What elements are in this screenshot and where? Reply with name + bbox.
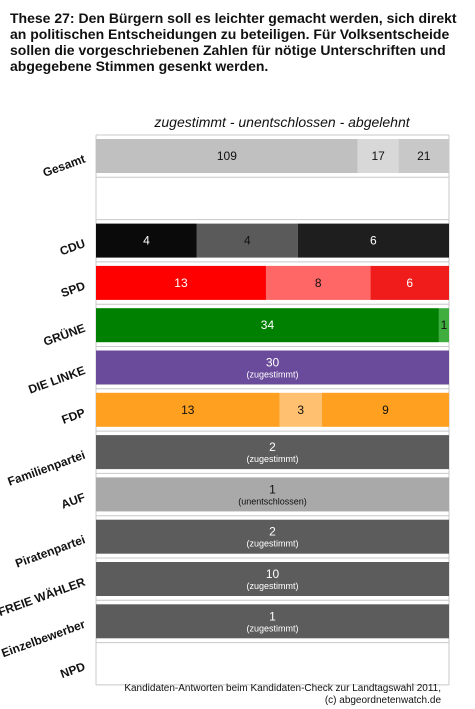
data-label: 1 — [441, 318, 448, 332]
data-label: 3 — [297, 403, 304, 417]
category-label: DIE LINKE — [26, 363, 87, 396]
data-label: 1 — [269, 482, 276, 496]
data-label: 109 — [217, 149, 237, 163]
bar-segment — [398, 139, 449, 173]
credit-line-2: (c) abgeordnetenwatch.de — [324, 695, 441, 706]
category-label: AUF — [59, 490, 87, 512]
data-label: 30 — [266, 356, 280, 370]
bar-segment — [96, 562, 449, 596]
bar-segment — [96, 350, 449, 385]
category-label: SPD — [59, 278, 87, 300]
data-label: 4 — [244, 234, 251, 248]
category-label: Einzelbewerber — [0, 617, 87, 660]
bar-segment — [370, 265, 449, 300]
category-label: NPD — [58, 659, 87, 681]
credit-note: Kandidaten-Antworten beim Kandidaten-Che… — [124, 683, 441, 707]
bar-segment — [196, 223, 298, 258]
bar-segment — [265, 265, 371, 300]
chart-subtitle: zugestimmt - unentschlossen - abgelehnt — [153, 114, 410, 130]
data-sublabel: (zugestimmt) — [246, 454, 298, 464]
data-label: 9 — [382, 403, 389, 417]
data-label: 21 — [417, 149, 431, 163]
bar-segment — [297, 223, 449, 258]
data-sublabel: (zugestimmt) — [246, 539, 298, 549]
chart-title: These 27: Den Bürgern soll es leichter g… — [10, 10, 457, 74]
chart-bars: 109 17 214 4 613 8 634 130(zugestimmt)13 3 92(zug… — [96, 139, 449, 639]
bar-segment — [96, 392, 280, 427]
category-label: Piratenpartei — [13, 532, 87, 570]
data-sublabel: (zugestimmt) — [246, 581, 298, 591]
data-label: 13 — [174, 276, 188, 290]
bar-segment — [279, 392, 322, 427]
category-label: Gesamt — [41, 152, 87, 180]
data-label: 6 — [406, 276, 413, 290]
bar-segment — [96, 477, 449, 512]
bar-segment — [438, 308, 449, 343]
data-label: 1 — [269, 609, 276, 623]
data-label: 17 — [371, 149, 385, 163]
data-sublabel: (zugestimmt) — [246, 623, 298, 633]
data-label: 4 — [143, 234, 150, 248]
category-labels: Gesamt CDU SPD GRÜNE DIE LINKE FDP Familienpar… — [0, 152, 87, 681]
bar-segment — [96, 604, 449, 639]
bar-segment — [96, 519, 449, 554]
bar-segment — [96, 223, 197, 258]
credit-line-1: Kandidaten-Antworten beim Kandidaten-Che… — [124, 683, 441, 694]
bar-segment — [96, 265, 266, 300]
bar-segment — [321, 392, 449, 427]
category-label: FREIE WÄHLER — [0, 574, 87, 619]
data-label: 8 — [315, 276, 322, 290]
bar-segment — [96, 139, 358, 173]
bar-segment — [96, 435, 449, 470]
category-label: FDP — [60, 405, 87, 426]
data-label: 13 — [181, 403, 195, 417]
data-label: 2 — [269, 440, 276, 454]
data-label: 6 — [370, 234, 377, 248]
category-label: Familienpartei — [6, 448, 87, 489]
bar-segment — [357, 139, 399, 173]
data-sublabel: (zugestimmt) — [246, 370, 298, 380]
bar-segment — [96, 308, 439, 343]
category-label: CDU — [58, 236, 87, 258]
data-label: 34 — [261, 318, 275, 332]
data-label: 10 — [266, 567, 280, 581]
category-label: GRÜNE — [41, 320, 87, 349]
data-sublabel: (unentschlossen) — [238, 496, 307, 506]
data-label: 2 — [269, 525, 276, 539]
